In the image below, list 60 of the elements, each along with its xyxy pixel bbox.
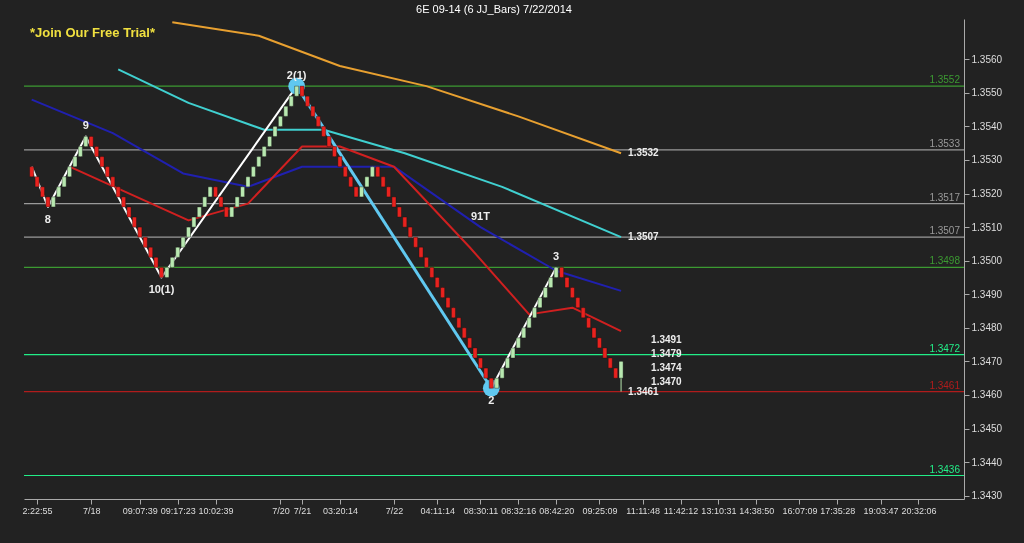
y-tick-label: 1.3550: [971, 87, 1003, 99]
x-tick-label: 08:32:16: [501, 505, 537, 516]
annotation: 1.3474: [651, 362, 683, 374]
ref-line-label: 1.3498: [929, 255, 961, 267]
annotation: 1.3470: [651, 376, 683, 388]
ref-line-label: 1.3436: [929, 463, 961, 475]
ref-line-label: 1.3472: [929, 342, 961, 354]
ref-line-label: 1.3533: [929, 137, 961, 149]
x-tick-label: 11:42:12: [663, 505, 699, 516]
x-tick-label: 09:25:09: [582, 505, 618, 516]
y-tick-label: 1.3510: [971, 221, 1003, 233]
x-tick-label: 04:11:14: [420, 505, 455, 516]
annotation: 1.3491: [651, 334, 683, 346]
annotation: 2: [488, 394, 495, 407]
x-tick-label: 7/22: [385, 505, 404, 516]
x-tick-label: 13:10:31: [701, 505, 737, 516]
annotation: 1.3532: [628, 147, 660, 159]
y-tick-label: 1.3460: [971, 389, 1003, 401]
annotation: *Join Our Free Trial*: [30, 25, 156, 40]
x-tick-label: 09:17:23: [160, 505, 196, 516]
y-tick-label: 1.3440: [971, 456, 1003, 468]
x-tick-label: 16:07:09: [782, 505, 818, 516]
y-tick-label: 1.3500: [971, 255, 1003, 267]
x-tick-label: 08:42:20: [539, 505, 575, 516]
x-tick-label: 19:03:47: [863, 505, 899, 516]
annotation: 3: [553, 250, 560, 263]
x-tick-label: 10:02:39: [198, 505, 234, 516]
ref-line-label: 1.3517: [929, 191, 961, 203]
annotation: 2(1): [286, 69, 307, 82]
x-tick-label: 08:30:11: [463, 505, 499, 516]
annotation: 1.3507: [628, 231, 660, 243]
y-tick-label: 1.3520: [971, 188, 1003, 200]
line-series: [117, 68, 623, 239]
ref-line-label: 1.3552: [929, 74, 961, 86]
line-series: [171, 21, 623, 155]
y-tick-label: 1.3540: [971, 120, 1003, 132]
annotation: 9: [82, 119, 89, 132]
x-tick-label: 7/18: [82, 505, 101, 516]
x-tick-label: 20:32:06: [901, 505, 937, 516]
y-tick-label: 1.3490: [971, 288, 1003, 300]
annotation: 10(1): [148, 283, 175, 296]
chart-title: 6E 09-14 (6 JJ_Bars) 7/22/2014: [416, 3, 572, 15]
y-tick-label: 1.3470: [971, 355, 1003, 367]
y-tick-label: 1.3480: [971, 322, 1003, 334]
ref-line-label: 1.3507: [929, 225, 961, 237]
annotation: 91T: [471, 210, 491, 223]
x-tick-label: 7/20: [272, 505, 290, 516]
x-tick-label: 11:11:48: [626, 505, 661, 516]
y-tick-label: 1.3560: [971, 53, 1003, 65]
x-tick-label: 14:38:50: [739, 505, 775, 516]
x-tick-label: 7/21: [293, 505, 312, 516]
y-tick-label: 1.3450: [971, 423, 1003, 435]
y-tick-label: 1.3530: [971, 154, 1003, 166]
y-tick-label: 1.3430: [971, 490, 1003, 502]
x-tick-label: 17:35:28: [820, 505, 856, 516]
x-tick-label: 09:07:39: [122, 505, 158, 516]
annotation: 8: [44, 212, 51, 225]
x-tick-label: 2:22:55: [22, 505, 53, 516]
ref-line-label: 1.3461: [929, 379, 961, 391]
x-tick-label: 03:20:14: [322, 505, 358, 516]
